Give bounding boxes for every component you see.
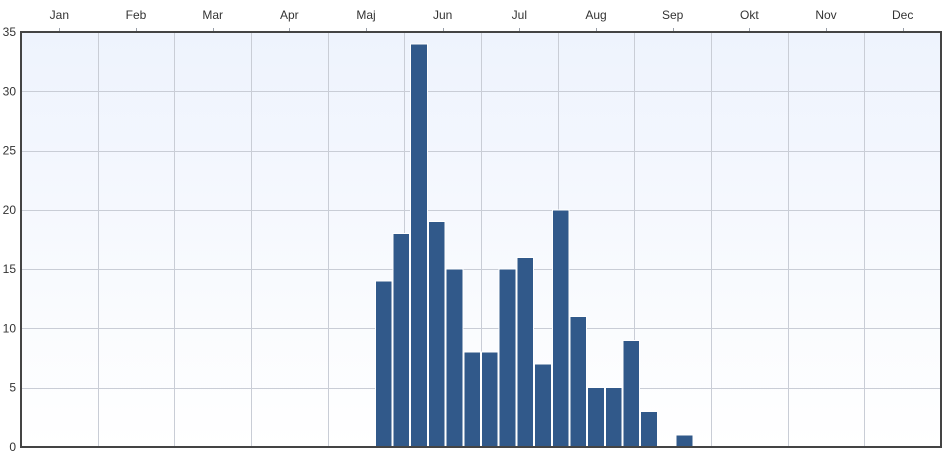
month-label-apr: Apr: [280, 8, 299, 22]
y-tick-label: 0: [9, 440, 16, 453]
bar-week-29[interactable]: [516, 256, 535, 448]
bar-week-36[interactable]: [640, 410, 658, 448]
x-axis-month-labels: Jan Feb Mar Apr Maj Jun Jul Aug Sep Okt Nov Dec: [50, 8, 913, 32]
bar-week-34[interactable]: [604, 387, 623, 448]
bar-week-28[interactable]: [498, 268, 517, 448]
y-tick-label: 5: [9, 381, 16, 395]
y-tick-label: 25: [3, 144, 17, 158]
y-tick-label: 10: [3, 321, 17, 335]
bar-week-27[interactable]: [481, 351, 499, 448]
month-label-jan: Jan: [50, 8, 69, 22]
month-label-maj: Maj: [356, 8, 375, 22]
bar-week-26[interactable]: [463, 351, 481, 448]
month-label-jun: Jun: [433, 8, 452, 22]
month-label-jul: Jul: [512, 8, 527, 22]
bar-week-31[interactable]: [551, 209, 570, 448]
bar-week-30[interactable]: [534, 363, 552, 448]
plot-border: [20, 31, 942, 448]
y-tick-label: 20: [3, 203, 17, 217]
bar-week-21[interactable]: [374, 280, 393, 448]
month-label-nov: Nov: [815, 8, 836, 22]
month-label-aug: Aug: [585, 8, 606, 22]
bar-week-35[interactable]: [622, 339, 641, 448]
month-label-mar: Mar: [202, 8, 223, 22]
y-tick-label: 35: [3, 25, 17, 39]
month-label-feb: Feb: [126, 8, 147, 22]
month-label-dec: Dec: [892, 8, 913, 22]
bar-week-25[interactable]: [445, 268, 464, 448]
bar-week-22[interactable]: [392, 233, 411, 448]
bar-week-38[interactable]: [675, 434, 694, 448]
bar-week-23[interactable]: [410, 43, 428, 448]
month-label-sep: Sep: [662, 8, 684, 22]
bar-week-24[interactable]: [427, 221, 446, 448]
bar-week-33[interactable]: [587, 387, 605, 448]
y-tick-label: 15: [3, 262, 17, 276]
month-label-okt: Okt: [740, 8, 759, 22]
bar-week-32[interactable]: [569, 316, 588, 448]
y-axis-labels: 0 5 10 15 20 25 30 35: [3, 25, 17, 454]
y-tick-label: 30: [3, 84, 17, 98]
bars: [374, 43, 694, 448]
